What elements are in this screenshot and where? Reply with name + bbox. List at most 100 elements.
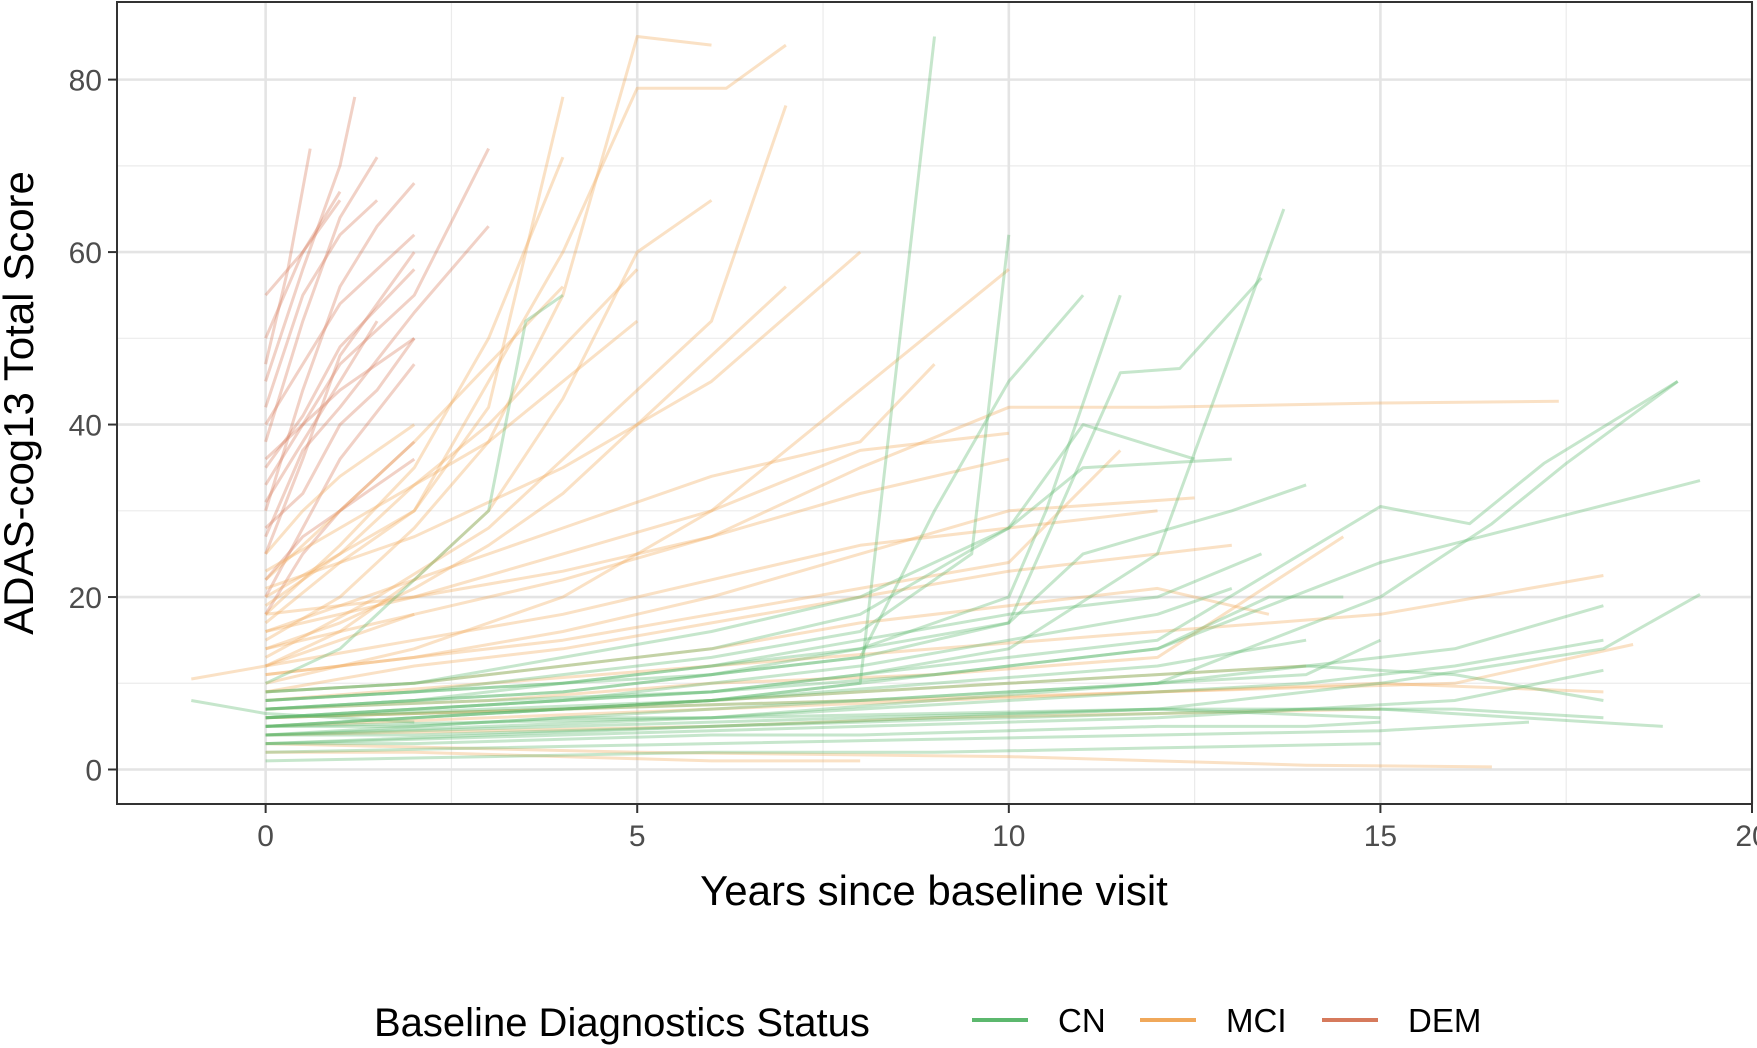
trajectory-mci <box>265 363 936 633</box>
trajectory-cn <box>265 479 1701 711</box>
trajectory-mci <box>265 586 1270 694</box>
trajectory-mci <box>265 750 861 763</box>
grid-lines <box>117 2 1754 804</box>
y-tick-label: 0 <box>85 755 102 788</box>
y-tick-label: 80 <box>69 65 102 98</box>
trajectory-cn <box>265 593 1701 746</box>
x-tick-label: 20 <box>1735 820 1757 853</box>
y-tick-label: 60 <box>69 237 102 270</box>
trajectory-mci <box>265 431 1009 633</box>
trajectory-cn <box>265 586 1233 720</box>
trajectory-cn <box>265 234 1011 702</box>
plot-border <box>116 1 1753 805</box>
trajectory-cn <box>265 638 1307 720</box>
series-dem <box>264 96 490 616</box>
trajectory-cn <box>265 707 1663 728</box>
trajectory-mci <box>265 681 1604 728</box>
trajectory-cn <box>265 707 1604 737</box>
trajectory-dem <box>264 337 416 530</box>
trajectory-lines <box>191 35 1701 769</box>
trajectory-mci <box>265 707 1381 737</box>
trajectory-mci <box>264 423 416 555</box>
trajectory-mci <box>264 199 713 668</box>
trajectory-cn <box>265 276 1263 702</box>
legend-label-mci: MCI <box>1226 1002 1287 1039</box>
trajectory-dem <box>264 190 342 339</box>
trajectory-cn <box>264 293 564 685</box>
trajectory-dem <box>264 320 379 503</box>
trajectory-mci <box>264 105 788 659</box>
x-tick-label: 15 <box>1364 820 1397 853</box>
x-tick-label: 10 <box>992 820 1025 853</box>
trajectory-mci <box>265 285 787 651</box>
trajectory-mci <box>191 612 415 681</box>
trajectory-dem <box>264 251 416 555</box>
trajectory-cn <box>265 552 1263 711</box>
trajectory-dem <box>264 337 416 461</box>
plot-background <box>117 2 1752 804</box>
trajectory-mci <box>264 156 565 616</box>
trajectory-mci <box>265 574 1604 702</box>
legend-title: Baseline Diagnostics Status <box>374 1001 870 1045</box>
trajectory-dem <box>264 156 379 443</box>
trajectory-dem <box>264 148 312 365</box>
trajectory-cn <box>265 380 1679 737</box>
axis-ticks: 0 5 10 15 20 0 20 40 60 80 <box>69 65 1757 853</box>
x-tick-label: 0 <box>257 820 274 853</box>
trajectory-mci <box>264 35 712 642</box>
trajectory-cn <box>265 457 1232 694</box>
series-cn <box>191 36 1701 763</box>
trajectory-dem <box>264 147 490 486</box>
trajectory-dem <box>264 199 379 408</box>
trajectory-cn <box>265 483 1307 702</box>
trajectory-mci <box>265 742 1492 769</box>
trajectory-cn <box>265 668 1604 746</box>
trajectory-mci <box>264 285 564 581</box>
trajectory-cn <box>265 208 1286 720</box>
trajectory-mci <box>265 509 1158 668</box>
trajectory-dem <box>264 363 416 598</box>
trajectory-cn <box>265 294 1085 711</box>
x-tick-label: 5 <box>629 820 646 853</box>
y-axis-title: ADAS-cog13 Total Score <box>0 171 42 635</box>
trajectory-dem <box>264 199 342 297</box>
trajectory-mci <box>265 535 1345 711</box>
x-axis-title: Years since baseline visit <box>700 867 1168 914</box>
y-tick-label: 40 <box>69 410 102 443</box>
trajectory-mci <box>264 96 565 625</box>
trajectory-mci <box>265 449 1122 677</box>
trajectory-mci <box>265 664 1307 720</box>
trajectory-mci <box>264 268 639 607</box>
trajectory-cn <box>265 720 1530 754</box>
trajectory-cn <box>265 664 1604 720</box>
trajectory-dem <box>264 233 416 426</box>
trajectory-cn <box>265 742 1381 763</box>
trajectory-dem <box>264 457 416 581</box>
trajectory-mci <box>265 457 1010 616</box>
trajectory-cn <box>265 36 936 728</box>
trajectory-dem <box>264 225 490 538</box>
trajectory-cn <box>265 720 1381 746</box>
trajectory-cn <box>265 638 1604 728</box>
trajectory-mci <box>264 319 639 573</box>
trajectory-mci <box>264 43 787 599</box>
trajectory-mci <box>265 399 1559 651</box>
trajectory-mci <box>265 496 1195 677</box>
trajectory-mci <box>265 250 862 590</box>
legend-label-dem: DEM <box>1408 1002 1481 1039</box>
trajectory-mci <box>265 643 1634 720</box>
trajectory-mci <box>265 543 1232 694</box>
trajectory-dem <box>264 440 416 616</box>
trajectory-dem <box>264 182 416 512</box>
trajectory-cn <box>265 604 1604 737</box>
legend-label-cn: CN <box>1058 1002 1106 1039</box>
trajectory-cn <box>265 294 1122 711</box>
trajectory-cn <box>265 423 1196 694</box>
series-mci <box>191 35 1634 769</box>
trajectory-dem <box>264 96 357 382</box>
trajectory-cn <box>265 707 1381 737</box>
trajectory-cn <box>191 699 415 724</box>
y-tick-label: 20 <box>69 582 102 615</box>
trajectory-cn <box>265 380 1679 720</box>
trajectory-cn <box>265 595 1344 728</box>
